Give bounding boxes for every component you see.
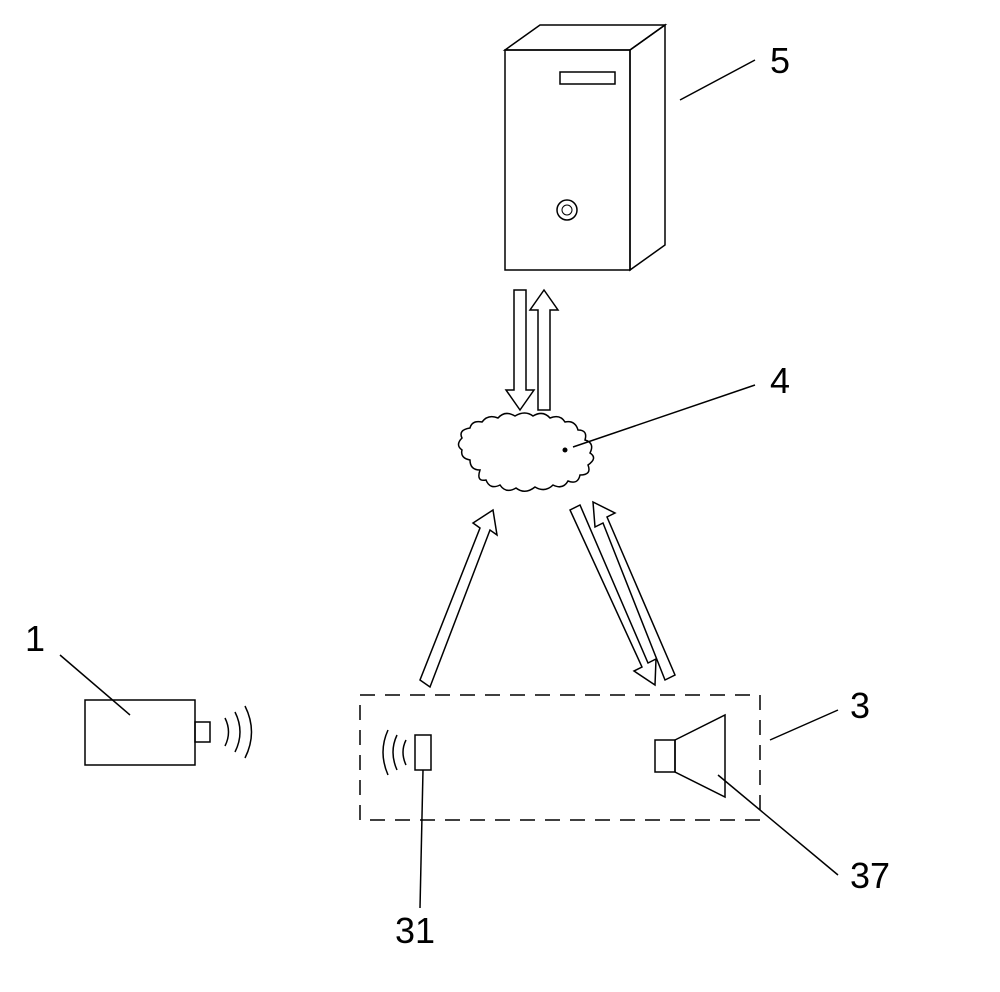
label-37: 37 — [850, 855, 890, 897]
label-3: 3 — [850, 685, 870, 727]
diagram-svg — [0, 0, 1000, 987]
system-diagram: 5 4 1 3 31 37 — [0, 0, 1000, 987]
cloud-node — [459, 385, 756, 491]
label-1: 1 — [25, 618, 45, 660]
speaker-node — [655, 715, 838, 875]
device-node — [60, 655, 252, 765]
label-31: 31 — [395, 910, 435, 952]
receiver-node — [383, 730, 431, 908]
server-node — [505, 25, 755, 270]
arrow-receiver-cloud — [420, 510, 497, 687]
label-5: 5 — [770, 40, 790, 82]
arrow-server-cloud — [506, 290, 558, 410]
label-4: 4 — [770, 360, 790, 402]
arrow-cloud-speaker — [570, 502, 675, 685]
